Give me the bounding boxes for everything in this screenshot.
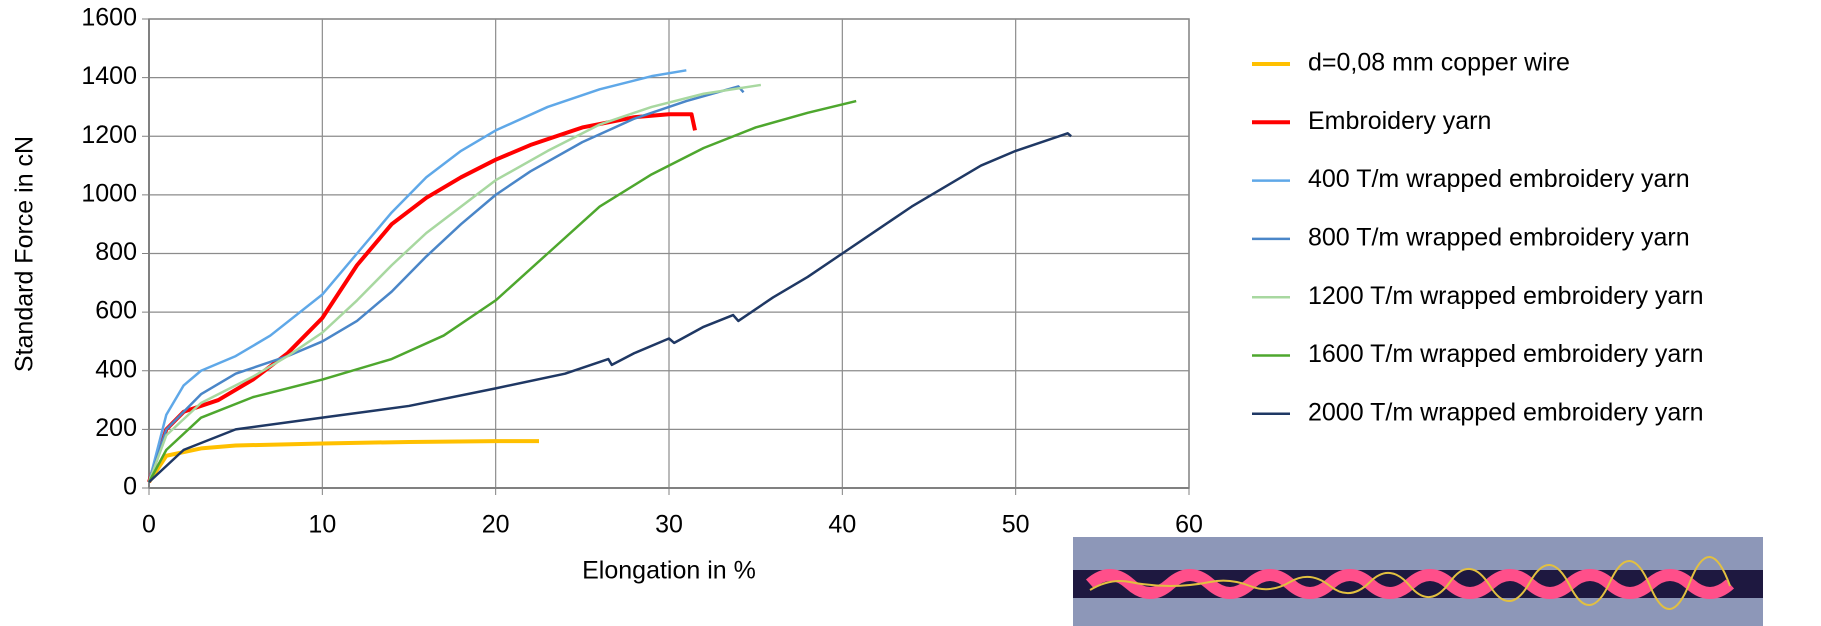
legend-label: 1600 T/m wrapped embroidery yarn <box>1308 340 1704 368</box>
y-tick-label: 1200 <box>81 121 137 149</box>
y-tick-label: 200 <box>95 414 137 442</box>
y-tick-label: 400 <box>95 355 137 383</box>
data-line <box>147 83 762 483</box>
y-tick-label: 800 <box>95 238 137 266</box>
legend-label: Embroidery yarn <box>1308 107 1491 135</box>
x-tick-label: 10 <box>308 511 336 539</box>
legend-label: 1200 T/m wrapped embroidery yarn <box>1308 282 1704 310</box>
data-line <box>147 439 539 484</box>
y-tick-label: 600 <box>95 297 137 325</box>
x-tick-label: 40 <box>828 511 856 539</box>
legend-label: 400 T/m wrapped embroidery yarn <box>1308 165 1690 193</box>
legend-label: d=0,08 mm copper wire <box>1308 49 1570 77</box>
legend-label: 800 T/m wrapped embroidery yarn <box>1308 224 1690 252</box>
y-axis-label: Standard Force in cN <box>11 136 39 372</box>
data-line <box>147 69 687 483</box>
y-tick-label: 1400 <box>81 62 137 90</box>
x-tick-label: 60 <box>1175 511 1203 539</box>
y-tick-label: 1600 <box>81 4 137 32</box>
data-line <box>147 85 745 483</box>
x-tick-label: 30 <box>655 511 683 539</box>
data-line <box>147 112 697 483</box>
x-tick-label: 50 <box>1002 511 1030 539</box>
yarn-photo <box>1073 537 1763 626</box>
data-line <box>148 132 1072 484</box>
y-tick-label: 0 <box>123 473 137 501</box>
legend-label: 2000 T/m wrapped embroidery yarn <box>1308 398 1704 426</box>
y-tick-label: 1000 <box>81 179 137 207</box>
data-line <box>147 99 857 483</box>
x-tick-label: 0 <box>142 511 156 539</box>
x-axis-label: Elongation in % <box>582 557 756 585</box>
x-tick-label: 20 <box>482 511 510 539</box>
